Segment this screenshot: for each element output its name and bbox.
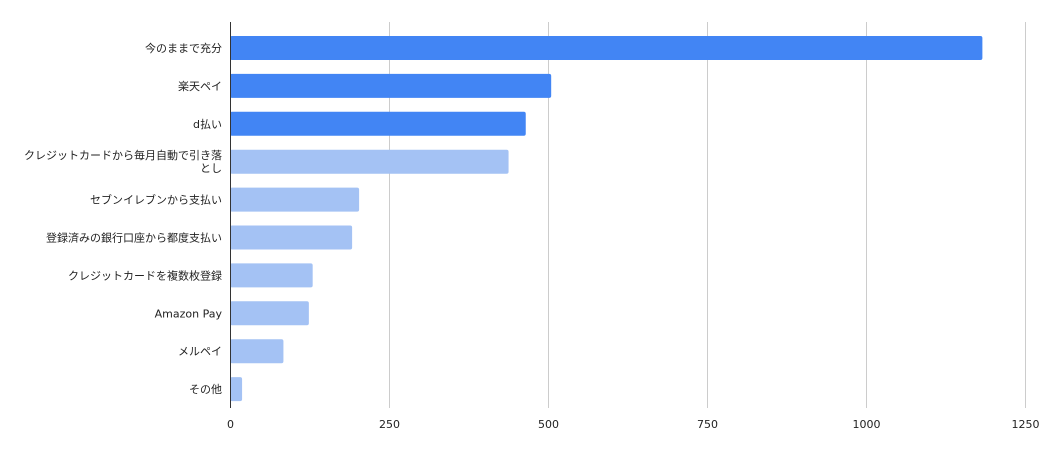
category-label: 今のままで充分 <box>145 41 222 55</box>
bar <box>230 149 509 174</box>
bar <box>230 187 360 212</box>
bar <box>230 301 309 326</box>
category-label: クレジットカードを複数枚登録 <box>68 268 222 282</box>
category-label: とし <box>200 162 222 175</box>
bar <box>230 339 284 364</box>
x-tick-label: 1000 <box>853 418 881 431</box>
category-label: 登録済みの銀行口座から都度支払い <box>46 231 222 245</box>
category-label: その他 <box>189 383 222 396</box>
bar <box>230 263 313 288</box>
x-tick-label: 1250 <box>1012 418 1040 431</box>
category-label: Amazon Pay <box>155 307 223 320</box>
category-label: セブンイレブンから支払い <box>90 193 222 207</box>
bar <box>230 73 552 98</box>
category-label: クレジットカードから毎月自動で引き落 <box>24 148 222 162</box>
category-label: d払い <box>193 117 222 131</box>
category-label: 楽天ペイ <box>178 80 222 93</box>
bars <box>230 36 983 402</box>
bar <box>230 36 983 60</box>
bar <box>230 377 243 402</box>
bar <box>230 225 353 250</box>
x-tick-label: 250 <box>379 418 400 431</box>
x-tick-label: 750 <box>697 418 718 431</box>
x-tick-label: 0 <box>227 418 234 431</box>
bar <box>230 111 526 136</box>
category-label: メルペイ <box>178 345 222 358</box>
x-tick-label: 500 <box>538 418 559 431</box>
